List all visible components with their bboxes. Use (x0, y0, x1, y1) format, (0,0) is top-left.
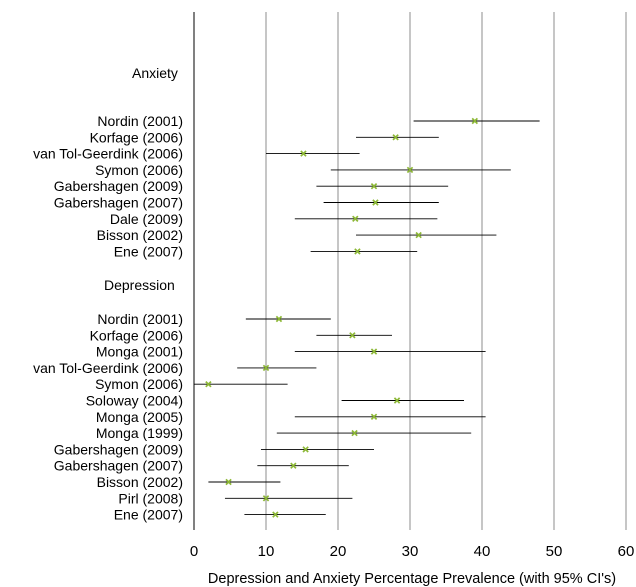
study-label: Nordin (2001) (97, 311, 183, 327)
study-label: Bisson (2002) (97, 474, 183, 490)
x-tick-label: 10 (258, 543, 275, 560)
study-label: Korfage (2006) (90, 129, 183, 145)
study-label: Bisson (2002) (97, 227, 183, 243)
estimate-marker (351, 429, 358, 437)
study-label: Gabershagen (2009) (54, 441, 183, 457)
estimate-marker (354, 248, 361, 255)
study-label: Monga (2001) (96, 344, 183, 360)
x-tick-label: 50 (546, 543, 563, 560)
x-tick-label: 40 (474, 543, 491, 560)
study-label: van Tol-Geerdink (2006) (33, 360, 183, 376)
estimate-marker (393, 397, 401, 404)
x-tick-label: 60 (618, 543, 635, 560)
estimate-marker (300, 150, 307, 157)
study-label: Nordin (2001) (97, 113, 183, 129)
study-label: Soloway (2004) (86, 393, 183, 409)
estimate-marker (370, 413, 378, 421)
study-label: Symon (2006) (95, 162, 183, 178)
study-label: Pirl (2008) (118, 490, 183, 506)
estimate-marker (471, 117, 479, 125)
estimate-marker (370, 182, 378, 190)
estimate-marker (406, 166, 414, 174)
gridlines (265, 12, 627, 530)
study-label: Symon (2006) (95, 376, 183, 392)
estimate-marker (225, 478, 232, 486)
study-label: Gabershagen (2007) (54, 458, 183, 474)
estimate-marker (290, 462, 297, 469)
study-label: Monga (2005) (96, 409, 183, 425)
group-label: Anxiety (132, 65, 178, 81)
study-label: Dale (2009) (110, 211, 183, 227)
x-tick-label: 0 (190, 543, 198, 560)
estimate-marker (302, 446, 309, 453)
estimate-marker (262, 364, 270, 372)
estimate-marker (392, 134, 399, 141)
confidence-intervals (194, 120, 540, 516)
study-label: Ene (2007) (114, 507, 183, 523)
group-label: Depression (104, 277, 175, 293)
x-axis-title: Depression and Anxiety Percentage Preval… (208, 571, 616, 587)
estimate-marker (352, 215, 359, 223)
estimate-marker (275, 315, 283, 323)
x-tick-label: 20 (330, 543, 347, 560)
x-tick-labels: 0 10 20 30 40 50 60 (190, 543, 635, 560)
estimate-marker (370, 348, 378, 355)
estimate-marker (205, 380, 212, 388)
study-label: van Tol-Geerdink (2006) (33, 146, 183, 162)
x-tick-label: 30 (402, 543, 419, 560)
study-label: Gabershagen (2007) (54, 195, 183, 211)
estimate-marker (262, 495, 270, 502)
estimate-marker (372, 199, 379, 206)
estimate-marker (349, 332, 356, 339)
study-label: Korfage (2006) (90, 327, 183, 343)
point-estimates (205, 117, 479, 518)
study-label: Gabershagen (2009) (54, 178, 183, 194)
estimate-marker (415, 231, 422, 239)
study-label: Ene (2007) (114, 243, 183, 259)
study-label: Monga (1999) (96, 425, 183, 441)
estimate-marker (272, 511, 279, 518)
